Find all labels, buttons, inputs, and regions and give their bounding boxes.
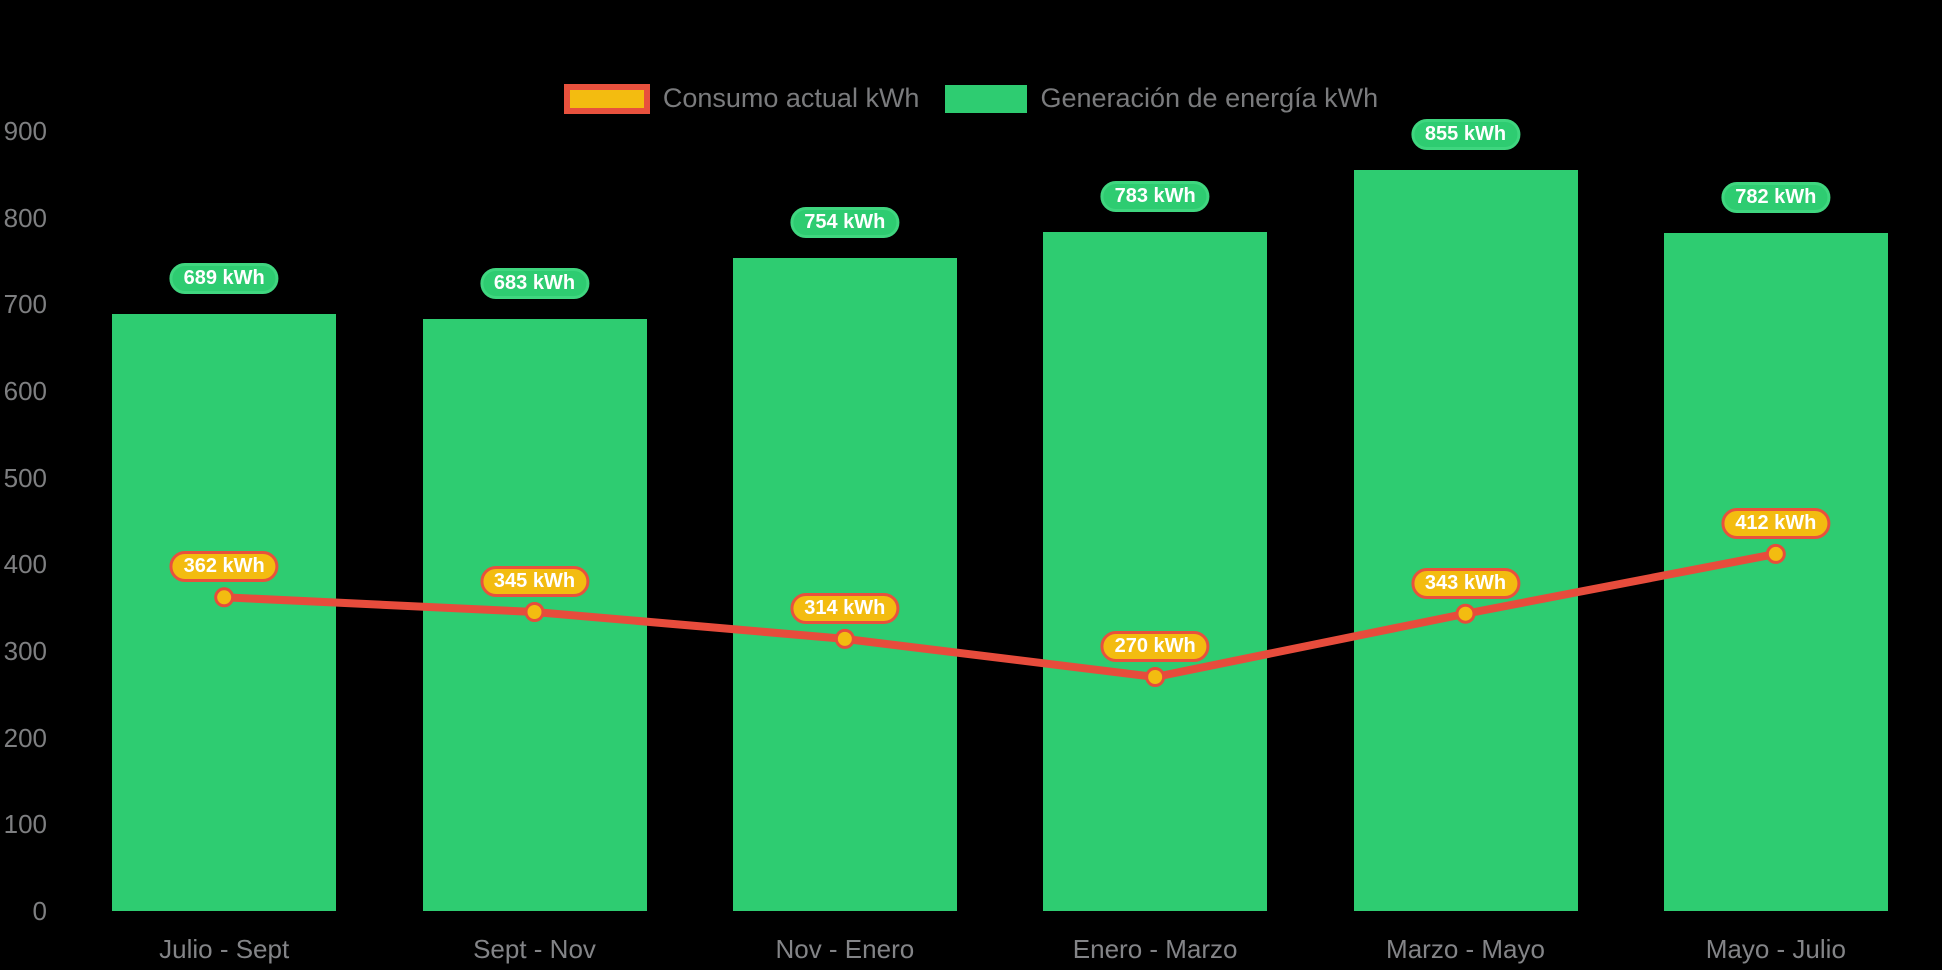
y-axis-tick-400: 400 [3, 549, 47, 580]
line-point-2[interactable] [524, 602, 545, 622]
bar-value-label-1: 689 kWh [169, 262, 279, 294]
line-point-4[interactable] [1145, 667, 1166, 687]
line-point-6[interactable] [1765, 543, 1786, 564]
x-axis-label-6: Mayo - Julio [1705, 934, 1846, 964]
x-axis-label-4: Enero - Marzo [1072, 934, 1238, 964]
legend-item-generacion[interactable]: Generación de energía kWh [945, 83, 1378, 114]
bar-value-label-2: 683 kWh [479, 268, 590, 300]
line-point-1[interactable] [214, 587, 235, 608]
line-point-5[interactable] [1455, 603, 1476, 624]
x-axis-label-3: Nov - Enero [775, 934, 915, 964]
bar-5[interactable] [1353, 170, 1578, 911]
line-value-label-1: 362 kWh [169, 551, 279, 583]
legend-swatch-generacion-icon [945, 84, 1028, 113]
legend-label-generacion: Generación de energía kWh [1040, 83, 1379, 113]
bar-3[interactable] [732, 257, 957, 911]
bar-4[interactable] [1043, 232, 1268, 911]
line-value-label-6: 412 kWh [1721, 507, 1831, 539]
bar-value-label-3: 754 kWh [790, 206, 900, 238]
y-axis-tick-900: 900 [3, 116, 47, 146]
y-axis-tick-200: 200 [3, 722, 47, 753]
x-axis-label-5: Marzo - Mayo [1386, 934, 1545, 964]
line-value-label-4: 270 kWh [1100, 631, 1210, 662]
legend-label-consumo: Consumo actual kWh [662, 83, 920, 113]
y-axis-tick-300: 300 [3, 636, 47, 666]
line-value-label-5: 343 kWh [1410, 567, 1521, 599]
x-axis-label-1: Julio - Sept [159, 934, 290, 964]
line-value-label-3: 314 kWh [790, 592, 900, 624]
bar-6[interactable] [1663, 233, 1888, 911]
y-axis-tick-500: 500 [3, 462, 47, 493]
y-axis-tick-700: 700 [3, 289, 47, 320]
bar-value-label-4: 783 kWh [1100, 181, 1210, 213]
line-value-label-2: 345 kWh [479, 566, 590, 597]
chart-legend: Consumo actual kWh Generación de energía … [0, 83, 1942, 114]
y-axis-tick-100: 100 [3, 809, 47, 840]
y-axis-tick-0: 0 [32, 896, 47, 926]
legend-item-consumo[interactable]: Consumo actual kWh [563, 83, 920, 114]
legend-swatch-consumo-icon [563, 83, 650, 114]
y-axis-tick-800: 800 [3, 202, 47, 233]
bar-1[interactable] [112, 313, 337, 911]
bar-value-label-5: 855 kWh [1410, 119, 1521, 150]
bar-value-label-6: 782 kWh [1721, 182, 1831, 214]
line-point-3[interactable] [834, 628, 855, 649]
y-axis-tick-600: 600 [3, 376, 47, 406]
x-axis-label-2: Sept - Nov [473, 934, 596, 964]
